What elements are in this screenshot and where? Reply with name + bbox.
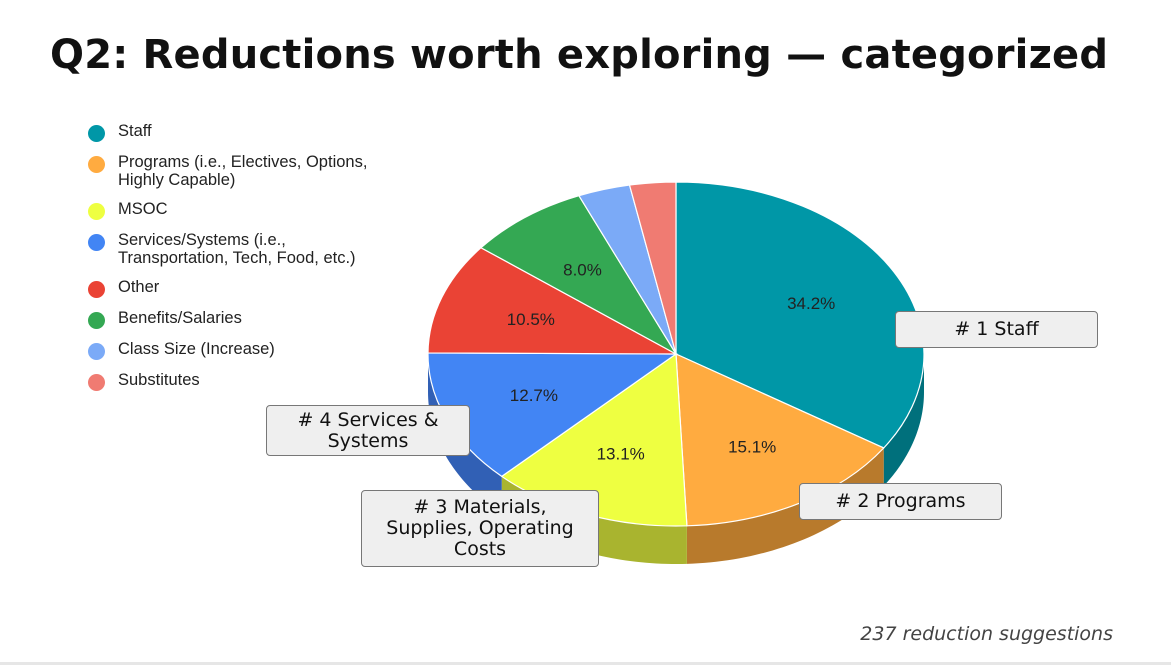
legend-label: Staff — [118, 122, 152, 140]
legend-label: Services/Systems (i.e., Transportation, … — [118, 231, 356, 267]
legend-item-staff: Staff — [88, 122, 418, 142]
legend-swatch — [88, 374, 105, 391]
pie-data-label-2: 13.1% — [597, 445, 645, 464]
legend-swatch — [88, 203, 105, 220]
pie-side-3 — [428, 354, 502, 515]
legend-label: MSOC — [118, 200, 168, 218]
pie-data-label-3: 12.7% — [510, 386, 558, 405]
page-title: Q2: Reductions worth exploring — categor… — [50, 32, 1109, 78]
footnote: 237 reduction suggestions — [860, 623, 1113, 645]
legend-item-other: Other — [88, 278, 418, 298]
pie-data-label-4: 10.5% — [507, 310, 555, 329]
legend-swatch — [88, 312, 105, 329]
callout-programs: # 2 Programs — [799, 483, 1002, 520]
callout-services: # 4 Services & Systems — [266, 405, 470, 456]
legend-label: Class Size (Increase) — [118, 340, 275, 358]
legend-item-programs: Programs (i.e., Electives, Options, High… — [88, 153, 418, 189]
legend-item-msoc: MSOC — [88, 200, 418, 220]
pie-side-1 — [686, 447, 884, 564]
legend-label: Other — [118, 278, 160, 296]
pie-data-label-1: 15.1% — [728, 438, 776, 457]
legend-item-class-size: Class Size (Increase) — [88, 340, 418, 360]
legend-swatch — [88, 281, 105, 298]
legend-swatch — [88, 156, 105, 173]
pie-data-label-0: 34.2% — [787, 294, 835, 313]
pie-slice-1 — [675, 353, 885, 527]
legend-label: Substitutes — [118, 371, 200, 389]
legend-swatch — [88, 234, 105, 251]
bottom-divider — [0, 662, 1171, 665]
chart-legend: Staff Programs (i.e., Electives, Options… — [88, 122, 418, 402]
legend-label: Benefits/Salaries — [118, 309, 242, 327]
pie-side-0 — [883, 354, 924, 486]
legend-swatch — [88, 125, 105, 142]
legend-item-benefits: Benefits/Salaries — [88, 309, 418, 329]
legend-item-substitutes: Substitutes — [88, 371, 418, 391]
callout-staff: # 1 Staff — [895, 311, 1098, 348]
legend-item-services: Services/Systems (i.e., Transportation, … — [88, 231, 418, 267]
pie-data-labels: 34.2% 15.1% 13.1% 12.7% 10.5% 8.0% — [507, 260, 836, 463]
callout-materials: # 3 Materials, Supplies, Operating Costs — [361, 490, 599, 567]
pie-data-label-5: 8.0% — [563, 260, 602, 279]
pie-slice-5 — [479, 195, 678, 356]
pie-slice-4 — [427, 247, 677, 355]
pie-slice-7 — [628, 181, 677, 355]
legend-label: Programs (i.e., Electives, Options, High… — [118, 153, 368, 189]
pie-tops — [427, 181, 925, 527]
legend-swatch — [88, 343, 105, 360]
